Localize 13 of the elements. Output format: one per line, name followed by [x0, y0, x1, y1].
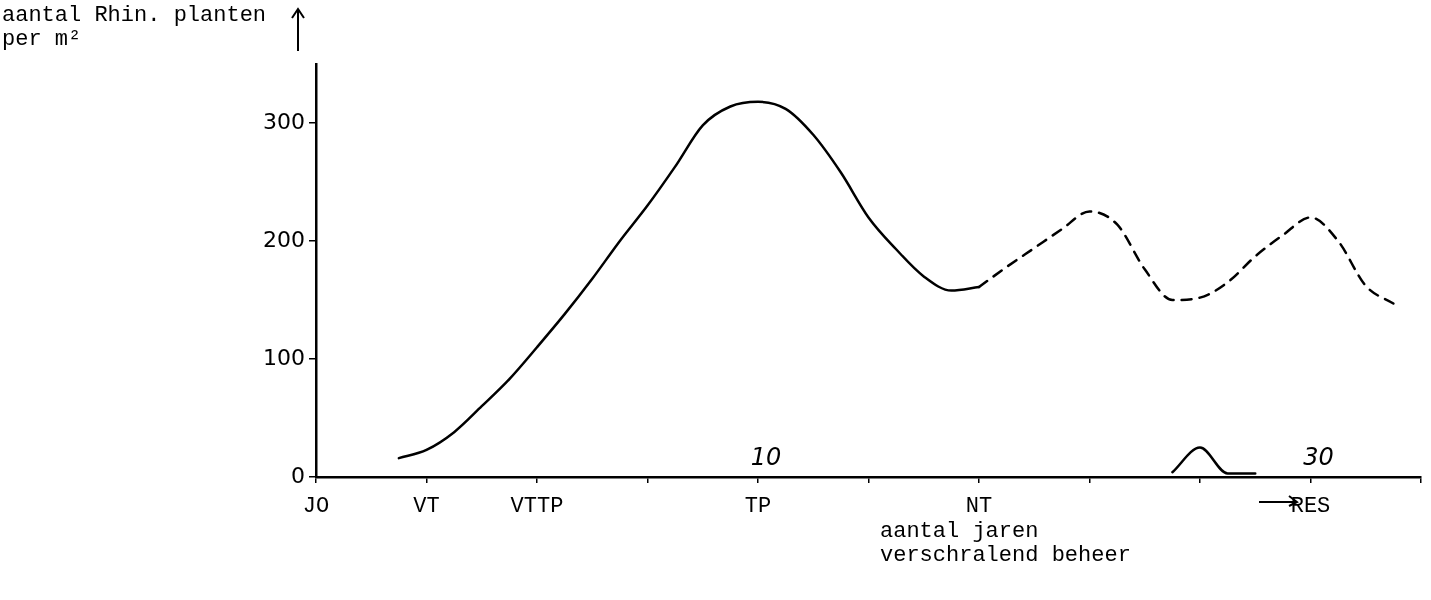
y-axis-title: aantal Rhin. planten per m² — [2, 3, 268, 52]
x-tick-label: JO — [302, 494, 330, 520]
x-axis-title: aantal jaren verschralend beheer — [880, 519, 1132, 568]
y-tick-label: 100 — [263, 344, 305, 370]
x-tick-label: NT — [965, 494, 993, 520]
x-tick-label: VTTP — [510, 494, 564, 520]
x-tick-label: VT — [413, 494, 440, 520]
x-tick-label: TP — [744, 494, 772, 520]
y-tick-label: 0 — [291, 462, 305, 488]
annotation: 30 — [1303, 443, 1334, 472]
y-tick-label: 200 — [263, 226, 305, 252]
annotation: 10 — [750, 443, 782, 472]
y-tick-label: 300 — [263, 108, 305, 134]
